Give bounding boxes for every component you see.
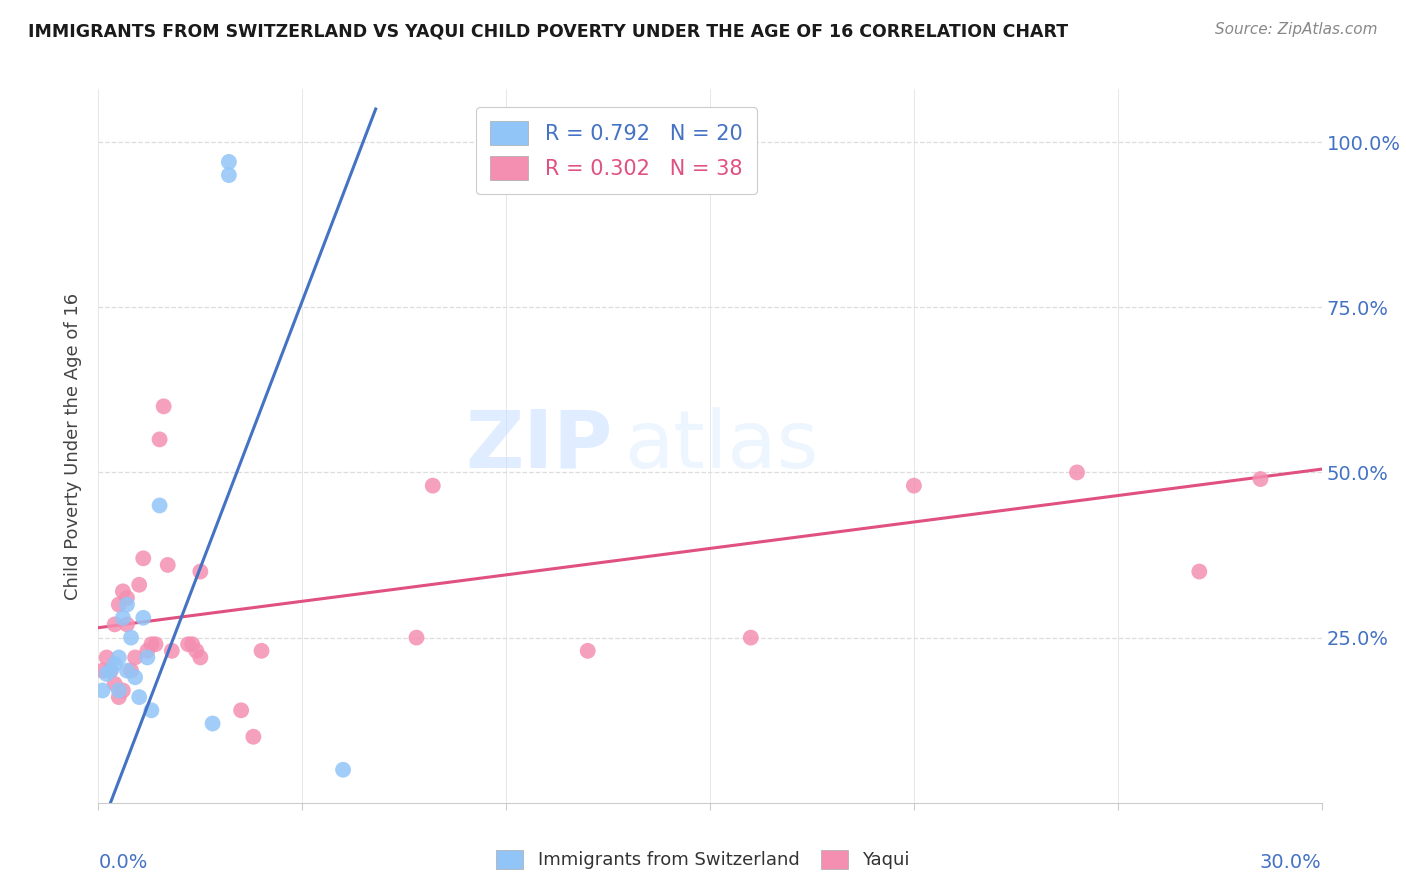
Point	[141, 637, 163, 651]
Point	[188, 650, 212, 665]
Point	[422, 478, 444, 492]
Point	[128, 578, 150, 592]
Point	[160, 644, 183, 658]
Point	[111, 611, 134, 625]
Point	[156, 558, 179, 572]
Legend: Immigrants from Switzerland, Yaqui: Immigrants from Switzerland, Yaqui	[486, 841, 920, 879]
Point	[740, 631, 762, 645]
Point	[149, 433, 172, 447]
Point	[218, 168, 240, 182]
Point	[124, 650, 146, 665]
Point	[152, 400, 174, 414]
Point	[132, 551, 155, 566]
Point	[132, 611, 155, 625]
Point	[91, 664, 114, 678]
Text: 30.0%: 30.0%	[1260, 853, 1322, 871]
Point	[115, 598, 138, 612]
Point	[124, 670, 146, 684]
Point	[231, 703, 253, 717]
Point	[108, 650, 131, 665]
Point	[405, 631, 427, 645]
Point	[115, 617, 138, 632]
Point	[111, 683, 134, 698]
Point	[332, 763, 354, 777]
Point	[141, 703, 163, 717]
Point	[1249, 472, 1271, 486]
Point	[186, 644, 208, 658]
Point	[136, 644, 159, 658]
Y-axis label: Child Poverty Under the Age of 16: Child Poverty Under the Age of 16	[65, 293, 83, 599]
Point	[1066, 466, 1088, 480]
Point	[104, 677, 127, 691]
Point	[96, 650, 118, 665]
Point	[108, 690, 131, 704]
Text: 0.0%: 0.0%	[98, 853, 148, 871]
Point	[576, 644, 599, 658]
Point	[104, 657, 127, 671]
Point	[250, 644, 273, 658]
Point	[115, 664, 138, 678]
Point	[149, 499, 172, 513]
Text: Source: ZipAtlas.com: Source: ZipAtlas.com	[1215, 22, 1378, 37]
Point	[136, 650, 159, 665]
Point	[100, 664, 122, 678]
Point	[188, 565, 212, 579]
Point	[181, 637, 204, 651]
Text: atlas: atlas	[624, 407, 818, 485]
Point	[120, 631, 142, 645]
Point	[128, 690, 150, 704]
Point	[100, 664, 122, 678]
Point	[201, 716, 224, 731]
Point	[177, 637, 200, 651]
Point	[145, 637, 167, 651]
Point	[111, 584, 134, 599]
Point	[120, 664, 142, 678]
Point	[218, 154, 240, 169]
Point	[108, 683, 131, 698]
Point	[903, 478, 925, 492]
Point	[96, 667, 118, 681]
Legend: R = 0.792   N = 20, R = 0.302   N = 38: R = 0.792 N = 20, R = 0.302 N = 38	[475, 107, 756, 194]
Point	[108, 598, 131, 612]
Point	[1188, 565, 1211, 579]
Point	[242, 730, 264, 744]
Point	[91, 683, 114, 698]
Text: ZIP: ZIP	[465, 407, 612, 485]
Text: IMMIGRANTS FROM SWITZERLAND VS YAQUI CHILD POVERTY UNDER THE AGE OF 16 CORRELATI: IMMIGRANTS FROM SWITZERLAND VS YAQUI CHI…	[28, 22, 1069, 40]
Point	[115, 591, 138, 605]
Point	[104, 617, 127, 632]
